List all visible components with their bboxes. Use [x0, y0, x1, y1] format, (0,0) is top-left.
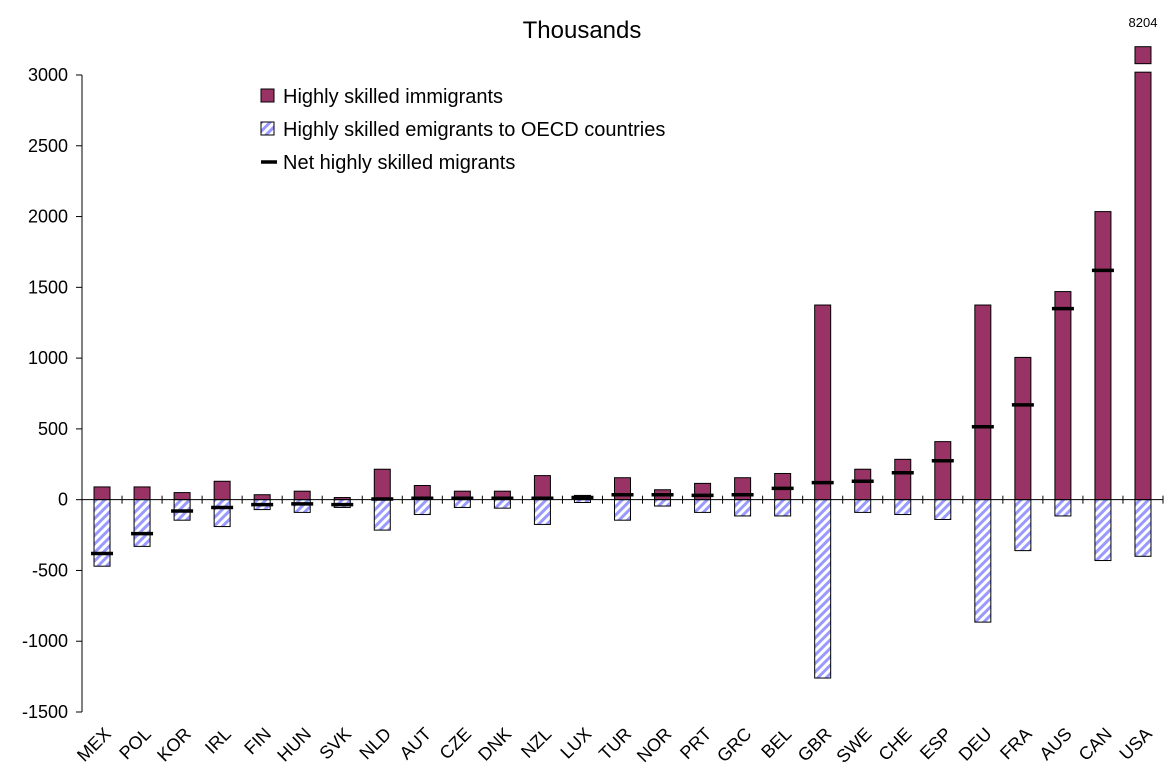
bar-immigrants: [694, 482, 712, 501]
bar-immigrants: [293, 490, 311, 501]
bar-emigrants: [1054, 499, 1072, 517]
x-tick-label: ESP: [916, 724, 956, 764]
legend: Highly skilled immigrants Highly skilled …: [260, 86, 665, 174]
bar-immigrants: [934, 441, 952, 501]
x-tick-label: PRT: [676, 724, 715, 763]
y-tick-label: 0: [58, 490, 68, 510]
value-annotation: 8204: [1129, 15, 1158, 30]
legend-label-immigrants: Highly skilled immigrants: [283, 86, 503, 108]
bar-emigrants: [493, 499, 511, 509]
bar-emigrants: [93, 499, 111, 567]
bar-immigrants: [1134, 71, 1152, 501]
bar-emigrants: [934, 499, 952, 520]
x-tick-label: DEU: [955, 724, 996, 765]
bar-emigrants: [373, 499, 391, 531]
bar-emigrants: [734, 499, 752, 517]
x-tick-label: KOR: [153, 724, 195, 766]
bar-immigrants: [854, 468, 872, 501]
bar-emigrants: [413, 499, 431, 516]
bar-emigrants: [533, 499, 551, 525]
bar-immigrants: [814, 304, 832, 501]
bar-immigrants: [133, 486, 151, 501]
x-tick-label: CZE: [436, 724, 476, 764]
y-tick-label: 1000: [28, 348, 68, 368]
bar-immigrants: [93, 486, 111, 501]
legend-label-net: Net highly skilled migrants: [283, 152, 515, 174]
plot-area: 3000 2500 2000 1500 1000 500 0 -500 -1000 -1500ME…: [22, 15, 1164, 767]
bar-emigrants: [774, 499, 792, 517]
x-tick-label: SVK: [315, 724, 355, 764]
x-tick-label: POL: [115, 724, 155, 764]
bar-emigrants: [293, 499, 311, 513]
bar-emigrants: [213, 499, 231, 528]
bar-immigrants: [213, 480, 231, 501]
x-tick-label: MEX: [73, 724, 115, 766]
y-tick-label: -1500: [22, 702, 68, 722]
bar-immigrants: [1054, 291, 1072, 501]
bar-emigrants: [654, 499, 672, 507]
legend-swatch-immigrants: [260, 88, 275, 103]
bar-immigrants: [1094, 211, 1112, 501]
x-tick-label: SWE: [832, 724, 875, 767]
x-tick-label: FIN: [240, 724, 275, 759]
y-tick-label: 500: [38, 419, 68, 439]
bar-immigrants: [373, 468, 391, 501]
bar-emigrants: [894, 499, 912, 516]
bar-emigrants: [614, 499, 631, 521]
bar-emigrants: [854, 499, 872, 513]
bar-immigrants: [774, 472, 792, 501]
bar-emigrants: [1014, 499, 1032, 552]
x-tick-label: DNK: [474, 724, 515, 765]
y-tick-label: 1500: [28, 277, 68, 297]
y-tick-label: 2500: [28, 136, 68, 156]
bar-immigrants: [173, 492, 191, 501]
bar-immigrants: [533, 475, 551, 501]
bar-emigrants: [694, 499, 712, 513]
x-tick-label: GRC: [713, 724, 755, 766]
y-tick-label: -1000: [22, 631, 68, 651]
legend-label-emigrants: Highly skilled emigrants to OECD countri…: [283, 119, 665, 141]
y-tick-label: 2000: [28, 207, 68, 227]
y-tick-label: 3000: [28, 65, 68, 85]
bar-emigrants: [453, 499, 471, 508]
x-tick-label: AUT: [396, 724, 436, 764]
bar-emigrants: [133, 499, 151, 547]
bar-immigrants-cap: [1134, 46, 1152, 65]
x-tick-label: CAN: [1075, 724, 1116, 765]
bar-immigrants: [253, 494, 271, 501]
bar-immigrants: [974, 304, 992, 501]
x-tick-label: NOR: [633, 724, 675, 766]
y-tick-label: -500: [32, 560, 68, 580]
x-tick-label: BEL: [757, 724, 795, 762]
x-tick-label: NZL: [517, 724, 555, 762]
x-tick-label: LUX: [556, 724, 595, 763]
bar-emigrants: [1134, 499, 1152, 557]
bar-emigrants: [1094, 499, 1112, 562]
x-tick-label: HUN: [273, 724, 315, 766]
legend-swatch-emigrants: [260, 121, 275, 136]
x-tick-label: AUS: [1035, 724, 1075, 764]
x-tick-label: FRA: [996, 724, 1036, 764]
bar-immigrants: [1014, 356, 1032, 501]
x-tick-label: CHE: [875, 724, 916, 765]
chart-title: Thousands: [523, 17, 642, 44]
x-tick-label: GBR: [794, 724, 836, 766]
bar-immigrants: [894, 458, 912, 501]
x-tick-label: IRL: [201, 724, 235, 758]
bar-emigrants: [814, 499, 832, 679]
x-tick-label: TUR: [595, 724, 635, 764]
x-tick-label: NLD: [355, 724, 395, 764]
bar-emigrants: [974, 499, 992, 623]
x-tick-label: USA: [1115, 724, 1155, 764]
